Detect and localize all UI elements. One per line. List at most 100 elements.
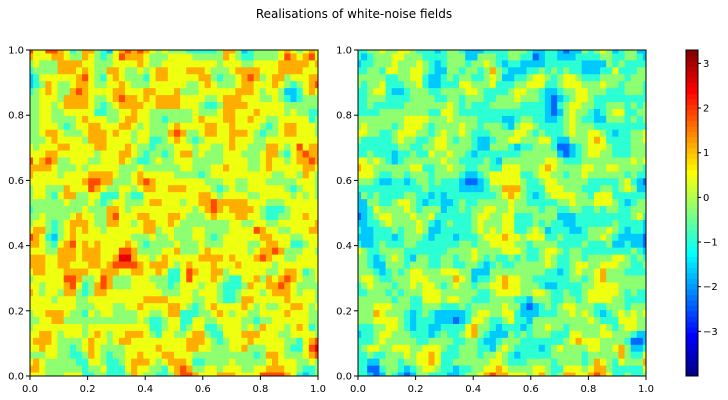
contour-cell bbox=[358, 296, 362, 304]
contour-cell bbox=[514, 247, 521, 256]
contour-cell bbox=[385, 351, 393, 360]
contour-cell bbox=[618, 323, 626, 332]
contour-cell bbox=[428, 67, 436, 75]
contour-cell bbox=[302, 185, 310, 193]
contour-cell bbox=[82, 50, 89, 55]
contour-cell bbox=[155, 143, 163, 152]
contour-cell bbox=[265, 199, 273, 207]
contour-cell bbox=[483, 185, 491, 193]
contour-cell bbox=[514, 122, 521, 131]
contour-cell bbox=[284, 206, 292, 214]
contour-cell bbox=[532, 74, 540, 82]
contour-cell bbox=[143, 67, 151, 75]
contour-cell bbox=[216, 261, 224, 270]
contour-cell bbox=[216, 171, 224, 179]
contour-cell bbox=[593, 115, 601, 124]
contour-cell bbox=[69, 157, 77, 166]
contour-cell bbox=[223, 129, 230, 138]
contour-cell bbox=[532, 164, 540, 172]
contour-cell bbox=[241, 330, 249, 339]
contour-cell bbox=[526, 150, 534, 159]
contour-cell bbox=[204, 67, 212, 75]
contour-cell bbox=[253, 317, 261, 325]
contour-cell bbox=[489, 372, 497, 376]
contour-cell bbox=[642, 157, 646, 166]
contour-cell bbox=[446, 323, 454, 332]
contour-cell bbox=[302, 303, 310, 311]
contour-cell bbox=[63, 122, 71, 131]
contour-cell bbox=[642, 136, 646, 145]
contour-cell bbox=[112, 282, 120, 290]
contour-cell bbox=[483, 344, 491, 353]
contour-cell bbox=[514, 330, 521, 339]
contour-cell bbox=[69, 213, 77, 221]
contour-cell bbox=[477, 60, 485, 68]
contour-cell bbox=[434, 88, 442, 96]
contour-cell bbox=[551, 275, 558, 283]
contour-cell bbox=[446, 219, 454, 228]
contour-cell bbox=[302, 240, 310, 249]
contour-cell bbox=[520, 67, 528, 75]
contour-cell bbox=[416, 261, 423, 270]
contour-cell bbox=[557, 74, 564, 82]
contour-cell bbox=[422, 344, 430, 353]
contour-cell bbox=[265, 261, 273, 270]
contour-cell bbox=[446, 60, 454, 68]
contour-cell bbox=[192, 233, 200, 242]
contour-cell bbox=[192, 50, 200, 55]
contour-cell bbox=[600, 53, 607, 62]
contour-cell bbox=[606, 247, 613, 256]
contour-cell bbox=[502, 268, 509, 277]
contour-cell bbox=[112, 50, 120, 55]
contour-cell bbox=[39, 206, 46, 214]
contour-cell bbox=[302, 74, 310, 82]
contour-cell bbox=[247, 275, 255, 283]
contour-cell bbox=[367, 247, 374, 256]
contour-cell bbox=[259, 67, 267, 75]
contour-cell bbox=[204, 129, 212, 138]
contour-cell bbox=[253, 344, 261, 353]
contour-cell bbox=[361, 122, 368, 131]
contour-cell bbox=[155, 81, 163, 89]
contour-cell bbox=[385, 81, 393, 89]
contour-cell bbox=[575, 50, 583, 55]
contour-cell bbox=[397, 317, 405, 325]
contour-cell bbox=[514, 233, 521, 242]
contour-cell bbox=[452, 157, 460, 166]
contour-cell bbox=[618, 95, 626, 103]
contour-cell bbox=[557, 136, 564, 145]
contour-cell bbox=[440, 108, 448, 117]
contour-cell bbox=[235, 289, 243, 297]
contour-cell bbox=[358, 317, 362, 325]
contour-cell bbox=[532, 129, 540, 138]
contour-cell bbox=[241, 268, 249, 277]
contour-cell bbox=[440, 115, 448, 124]
contour-cell bbox=[216, 323, 224, 332]
contour-cell bbox=[428, 185, 436, 193]
contour-cell bbox=[624, 60, 632, 68]
contour-cell bbox=[229, 372, 236, 376]
contour-cell bbox=[532, 372, 540, 376]
contour-cell bbox=[373, 330, 381, 339]
contour-cell bbox=[290, 261, 298, 270]
contour-cell bbox=[204, 323, 212, 332]
contour-cell bbox=[186, 171, 193, 179]
contour-cell bbox=[471, 122, 479, 131]
contour-cell bbox=[186, 247, 193, 256]
contour-cell bbox=[94, 81, 102, 89]
contour-cell bbox=[63, 136, 71, 145]
contour-cell bbox=[502, 261, 509, 270]
contour-cell bbox=[593, 330, 601, 339]
contour-cell bbox=[379, 289, 387, 297]
contour-cell bbox=[75, 88, 83, 96]
contour-field bbox=[358, 50, 646, 376]
contour-cell bbox=[88, 337, 95, 346]
contour-cell bbox=[118, 88, 126, 96]
contour-cell bbox=[483, 254, 491, 263]
contour-cell bbox=[290, 323, 298, 332]
contour-cell bbox=[149, 240, 157, 249]
contour-cell bbox=[259, 81, 267, 89]
contour-cell bbox=[551, 95, 558, 103]
contour-cell bbox=[112, 275, 120, 283]
contour-cell bbox=[416, 219, 423, 228]
